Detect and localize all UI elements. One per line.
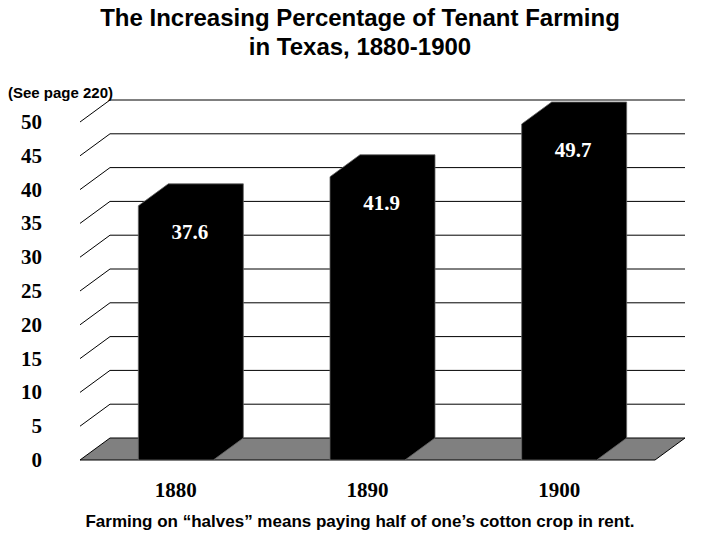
category-label: 1880 (155, 478, 197, 502)
data-label: 49.7 (555, 138, 592, 162)
annotation: (See page 220) (8, 84, 113, 101)
title: The Increasing Percentage of Tenant Farm… (100, 4, 620, 60)
tick-label: 5 (32, 414, 43, 438)
chart: The Increasing Percentage of Tenant Farm… (0, 0, 720, 540)
bar (330, 155, 435, 460)
bar (522, 102, 627, 460)
category-label: 1900 (538, 478, 580, 502)
bars (138, 102, 626, 460)
tick-label: 15 (21, 347, 42, 371)
background (0, 0, 720, 540)
tick-label: 50 (21, 110, 42, 134)
tick-label: 30 (21, 245, 42, 269)
tick-label: 10 (21, 380, 42, 404)
data-label: 41.9 (363, 191, 400, 215)
tick-label: 45 (21, 144, 42, 168)
tick-label: 0 (32, 448, 43, 472)
data-label: 37.6 (171, 220, 208, 244)
bar (138, 184, 243, 460)
tick-label: 25 (21, 279, 42, 303)
tick-label: 35 (21, 211, 42, 235)
footnote: Farming on “halves” means paying half of… (85, 512, 634, 531)
category-label: 1890 (347, 478, 389, 502)
tick-label: 40 (21, 178, 42, 202)
tick-label: 20 (21, 313, 42, 337)
